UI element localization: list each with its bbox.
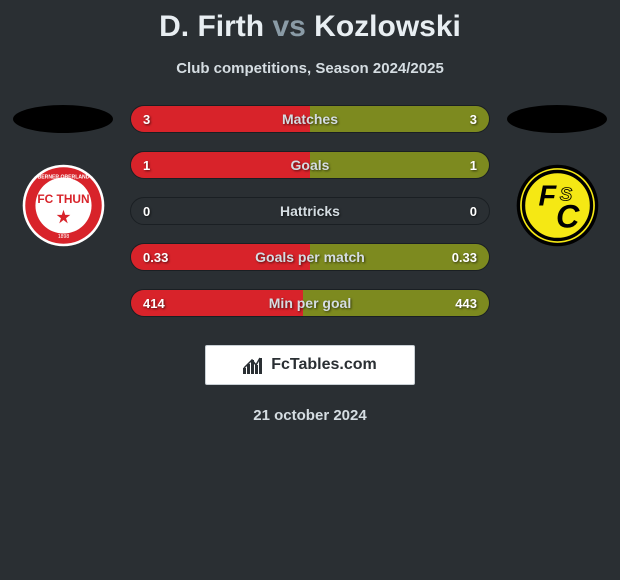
svg-text:S: S bbox=[559, 183, 572, 204]
bars-icon bbox=[243, 356, 265, 374]
comparison-card: D. Firth vs Kozlowski Club competitions,… bbox=[0, 0, 620, 424]
stat-label: Hattricks bbox=[131, 198, 489, 224]
svg-text:FC THUN: FC THUN bbox=[37, 192, 89, 206]
left-side: BERNER OBERLAND FC THUN 1898 bbox=[8, 105, 118, 248]
page-title: D. Firth vs Kozlowski bbox=[0, 10, 620, 44]
brand-text: FcTables.com bbox=[271, 356, 377, 374]
stat-row: 00Hattricks bbox=[130, 197, 490, 225]
stat-row: 11Goals bbox=[130, 151, 490, 179]
player1-name: D. Firth bbox=[159, 10, 264, 43]
stat-label: Goals per match bbox=[131, 244, 489, 270]
team-logo-right: F C S bbox=[515, 163, 600, 248]
fc-thun-logo-icon: BERNER OBERLAND FC THUN 1898 bbox=[21, 163, 106, 248]
stats-column: 33Matches 11Goals 00Hattricks 0.330.33Goals… bbox=[118, 105, 502, 335]
svg-text:F: F bbox=[538, 181, 557, 213]
stat-label: Matches bbox=[131, 106, 489, 132]
fcs-logo-icon: F C S bbox=[515, 163, 600, 248]
svg-text:1898: 1898 bbox=[57, 234, 68, 240]
left-shadow-ellipse bbox=[13, 105, 113, 133]
team-logo-left: BERNER OBERLAND FC THUN 1898 bbox=[21, 163, 106, 248]
stat-row: 33Matches bbox=[130, 105, 490, 133]
vs-text: vs bbox=[272, 10, 305, 43]
stat-label: Min per goal bbox=[131, 290, 489, 316]
brand-badge[interactable]: FcTables.com bbox=[205, 345, 415, 385]
svg-text:BERNER OBERLAND: BERNER OBERLAND bbox=[37, 174, 89, 180]
stat-row: 0.330.33Goals per match bbox=[130, 243, 490, 271]
date-text: 21 october 2024 bbox=[0, 407, 620, 424]
stat-row: 414443Min per goal bbox=[130, 289, 490, 317]
right-shadow-ellipse bbox=[507, 105, 607, 133]
subtitle: Club competitions, Season 2024/2025 bbox=[0, 60, 620, 77]
stat-label: Goals bbox=[131, 152, 489, 178]
main-row: BERNER OBERLAND FC THUN 1898 33Matches 11… bbox=[0, 105, 620, 335]
right-side: F C S bbox=[502, 105, 612, 248]
player2-name: Kozlowski bbox=[314, 10, 461, 43]
